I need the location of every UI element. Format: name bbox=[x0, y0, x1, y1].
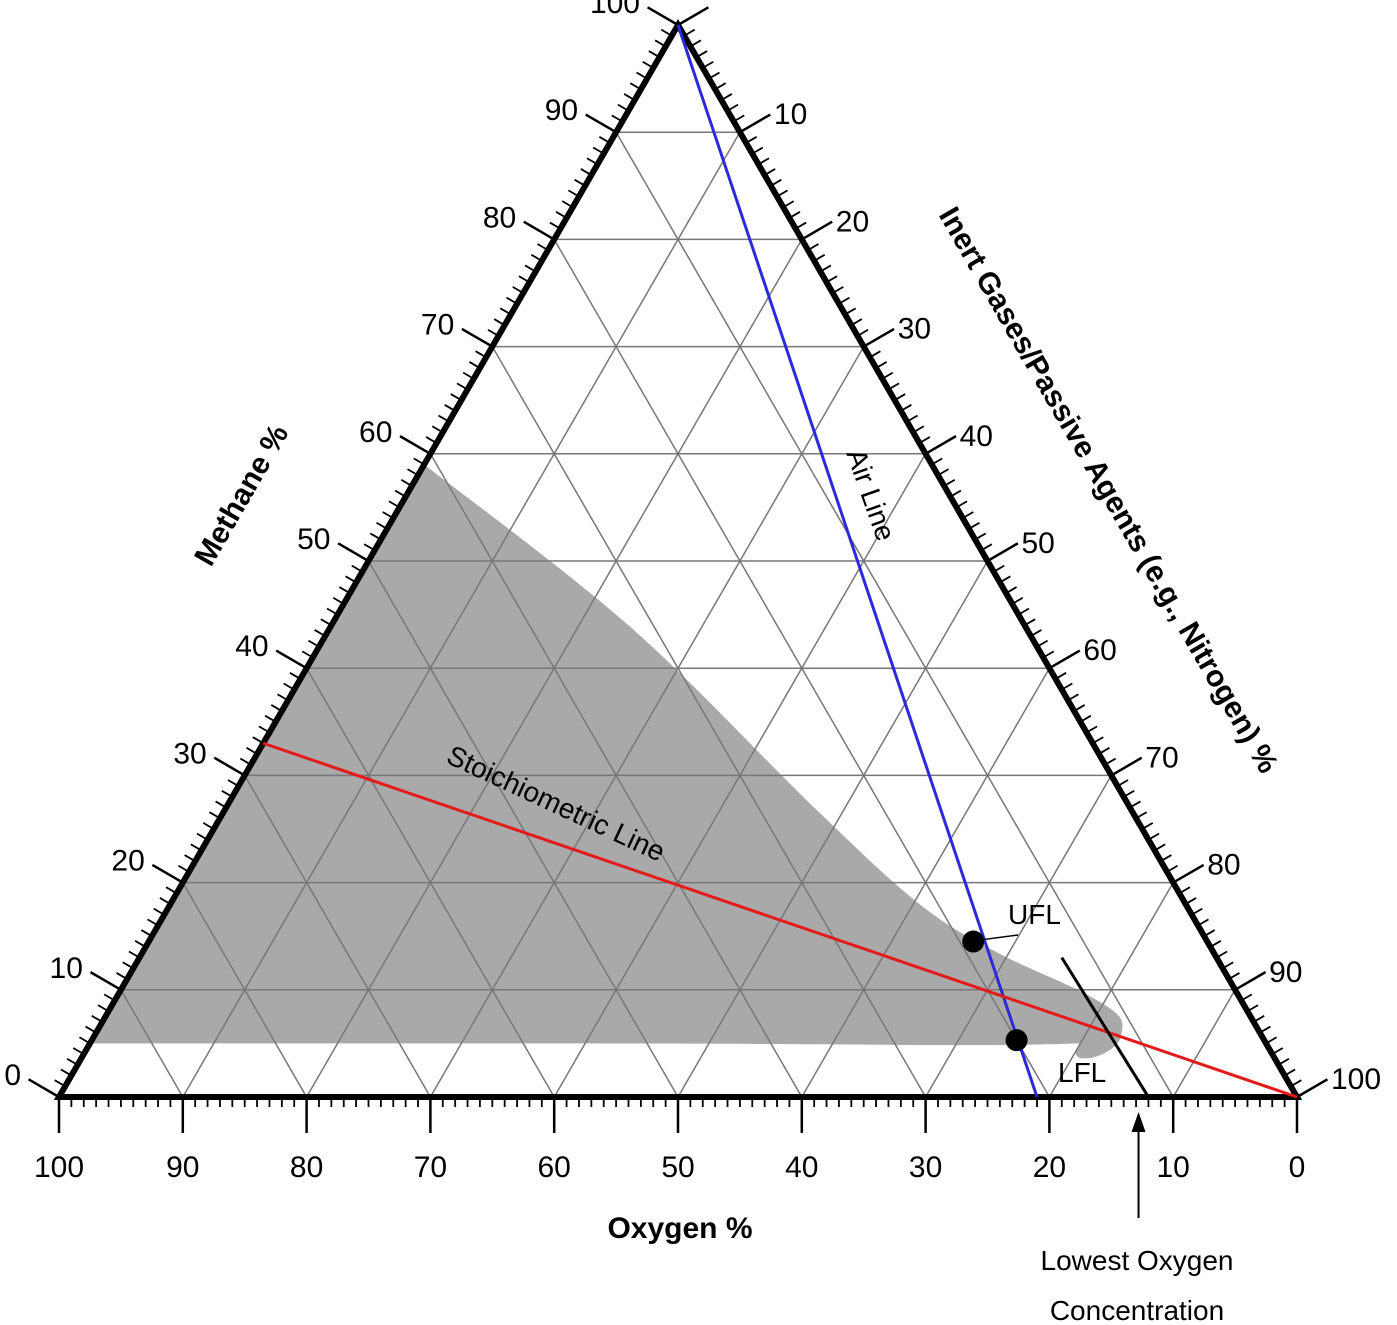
methane-tick bbox=[27, 1078, 60, 1099]
methane-tick-label: 60 bbox=[359, 416, 392, 449]
loc-arrow-head bbox=[1131, 1112, 1146, 1132]
oxygen-tick-label: 60 bbox=[538, 1151, 571, 1184]
loc-line bbox=[1060, 956, 1150, 1098]
oxygen-tick-label: 70 bbox=[414, 1151, 447, 1184]
grid-line-inert bbox=[182, 131, 741, 1098]
methane-tick-label: 80 bbox=[483, 201, 516, 234]
methane-tick bbox=[337, 542, 370, 563]
air-line-label: Air Line bbox=[840, 445, 901, 545]
labels-layer bbox=[983, 934, 1146, 1218]
lfl-point bbox=[1005, 1029, 1028, 1052]
methane-tick-label: 100 bbox=[590, 0, 640, 20]
inert-tick-label: 80 bbox=[1207, 849, 1240, 882]
loc-label-line1: Lowest Oxygen bbox=[1041, 1245, 1234, 1276]
methane-tick-label: 30 bbox=[173, 737, 206, 770]
inert-tick-label: 90 bbox=[1269, 956, 1302, 989]
methane-tick-label: 50 bbox=[297, 523, 330, 556]
oxygen-tick-label: 30 bbox=[909, 1151, 942, 1184]
inert-tick bbox=[986, 542, 1019, 563]
grid-line-oxygen bbox=[120, 989, 184, 1098]
inert-tick-label: 70 bbox=[1145, 741, 1178, 774]
inert-tick-label: 30 bbox=[898, 313, 931, 346]
flammable-region bbox=[89, 464, 1123, 1059]
inert-tick bbox=[1296, 1078, 1329, 1099]
loc-label-line2: Concentration bbox=[1050, 1295, 1224, 1325]
oxygen-tick-label: 40 bbox=[785, 1151, 818, 1184]
inert-tick-label: 20 bbox=[836, 205, 869, 238]
grid-line-inert bbox=[429, 346, 865, 1098]
inert-tick bbox=[801, 220, 833, 241]
right-axis-title: Inert Gases/Passive Agents (e.g., Nitrog… bbox=[932, 202, 1284, 779]
grid-line-oxygen bbox=[305, 667, 555, 1098]
inert-tick bbox=[924, 435, 957, 455]
inert-tick-label: 10 bbox=[774, 98, 807, 131]
methane-tick bbox=[89, 971, 122, 991]
methane-tick bbox=[461, 327, 493, 348]
grid-line-inert bbox=[801, 667, 1051, 1098]
oxygen-tick-label: 10 bbox=[1157, 1151, 1190, 1184]
grid-line-inert bbox=[1172, 989, 1236, 1098]
triangle-frame bbox=[53, 19, 1303, 1100]
tick-layer: 100 90 80 70 60 50 40 30 20 10 0010203040506070809… bbox=[4, 0, 1381, 1184]
inert-tick-label: 100 bbox=[1331, 1063, 1381, 1096]
methane-tick-label: 90 bbox=[545, 94, 578, 127]
oxygen-tick-label: 100 bbox=[34, 1151, 84, 1184]
inert-tick bbox=[1172, 863, 1205, 884]
grid-line-inert bbox=[1048, 882, 1174, 1098]
ufl-label: UFL bbox=[1008, 899, 1061, 930]
methane-tick bbox=[523, 220, 555, 241]
inert-tick-label: 60 bbox=[1083, 634, 1116, 667]
left-axis-title: Methane % bbox=[188, 419, 295, 571]
grid-layer bbox=[120, 131, 1236, 1098]
inert-tick bbox=[863, 327, 895, 348]
inert-tick bbox=[677, 6, 710, 27]
points-layer bbox=[962, 930, 1028, 1052]
oxygen-tick-label: 80 bbox=[290, 1151, 323, 1184]
ufl-point bbox=[962, 930, 985, 953]
triangle-frame-layer bbox=[53, 19, 1303, 1100]
flammable-region-layer bbox=[89, 464, 1123, 1059]
inert-tick bbox=[1048, 649, 1081, 670]
inert-tick-label: 50 bbox=[1022, 527, 1055, 560]
methane-tick-label: 10 bbox=[50, 952, 83, 985]
oxygen-tick-label: 90 bbox=[166, 1151, 199, 1184]
methane-tick bbox=[275, 649, 308, 670]
air-line bbox=[676, 24, 1039, 1098]
ufl-leader bbox=[983, 934, 1019, 941]
inert-tick-label: 40 bbox=[960, 420, 993, 453]
grid-line-oxygen bbox=[615, 131, 1174, 1098]
methane-tick bbox=[151, 863, 184, 884]
inert-tick bbox=[1234, 971, 1267, 991]
methane-tick bbox=[399, 435, 432, 455]
methane-tick bbox=[646, 6, 679, 27]
bottom-axis-title: Oxygen % bbox=[607, 1212, 752, 1245]
oxygen-tick-label: 20 bbox=[1033, 1151, 1066, 1184]
methane-tick-label: 0 bbox=[4, 1059, 21, 1092]
methane-tick bbox=[585, 113, 617, 134]
lfl-label: LFL bbox=[1058, 1057, 1106, 1088]
methane-tick-label: 40 bbox=[235, 630, 268, 663]
oxygen-tick-label: 50 bbox=[661, 1151, 694, 1184]
grid-line-oxygen bbox=[491, 346, 927, 1098]
series-lines-layer bbox=[262, 24, 1298, 1099]
oxygen-tick-label: 0 bbox=[1289, 1151, 1306, 1184]
inert-tick bbox=[739, 113, 771, 134]
methane-tick-label: 70 bbox=[421, 309, 454, 342]
inert-tick bbox=[1110, 756, 1143, 777]
grid-line-inert bbox=[677, 560, 989, 1098]
grid-line-inert bbox=[924, 775, 1112, 1098]
grid-line-oxygen bbox=[367, 560, 679, 1098]
stoichiometric-line bbox=[262, 741, 1298, 1099]
grid-line-oxygen bbox=[244, 775, 432, 1098]
methane-tick bbox=[213, 756, 246, 777]
methane-tick-label: 20 bbox=[111, 845, 144, 878]
grid-line-oxygen bbox=[182, 882, 308, 1098]
